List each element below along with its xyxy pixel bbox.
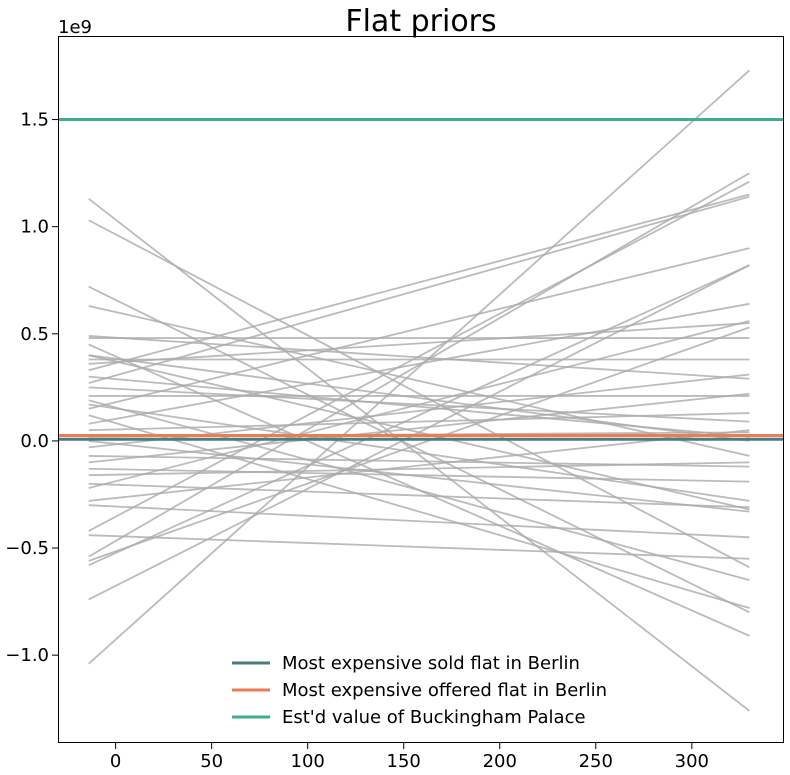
- legend-label: Most expensive sold flat in Berlin: [282, 653, 580, 674]
- chart-title: Flat priors: [345, 4, 496, 39]
- prior-line-36: [88, 429, 750, 502]
- plot-frame: [58, 36, 784, 743]
- reference-lines: [58, 118, 784, 441]
- prior-line-18: [88, 247, 750, 410]
- x-tick-label: 300: [675, 751, 709, 772]
- prior-line-22: [88, 440, 750, 513]
- legend-label: Most expensive offered flat in Berlin: [282, 680, 607, 701]
- prior-lines: [88, 69, 751, 712]
- prior-line-4: [88, 285, 750, 614]
- prior-line-10: [88, 354, 750, 511]
- y-tick-label: 0.5: [20, 324, 49, 345]
- prior-line-34: [88, 264, 750, 566]
- prior-line-31: [88, 534, 750, 560]
- prior-line-28: [88, 320, 750, 489]
- x-tick-label: 150: [387, 751, 421, 772]
- prior-line-17: [88, 399, 750, 582]
- prior-line-7: [88, 335, 750, 380]
- y-tick-label: 0.0: [20, 431, 49, 452]
- x-tick-label: 100: [291, 751, 325, 772]
- x-tick-label: 200: [483, 751, 517, 772]
- legend: Most expensive sold flat in Berlin Most e…: [232, 653, 607, 728]
- prior-line-35: [88, 354, 750, 442]
- prior-line-39: [88, 467, 750, 483]
- prior-line-33: [88, 326, 750, 562]
- y-tick-label: 1.5: [20, 110, 49, 131]
- prior-line-13: [88, 193, 750, 372]
- prior-line-19: [88, 414, 750, 609]
- y-axis: −1.0 −0.5 0.0 0.5 1.0 1.5: [5, 110, 58, 666]
- x-tick-label: 50: [200, 751, 223, 772]
- prior-line-27: [88, 482, 750, 509]
- prior-line-12: [88, 322, 750, 365]
- prior-line-32: [88, 172, 750, 558]
- x-tick-label: 250: [579, 751, 613, 772]
- prior-line-30: [88, 180, 750, 532]
- legend-label: Est'd value of Buckingham Palace: [282, 707, 586, 728]
- prior-line-29: [88, 504, 750, 539]
- prior-line-5: [88, 305, 750, 457]
- y-tick-label: −0.5: [5, 538, 49, 559]
- prior-line-21: [88, 412, 750, 432]
- y-axis-offset-label: 1e9: [58, 17, 92, 38]
- prior-line-2: [88, 198, 750, 712]
- y-tick-label: 1.0: [20, 217, 49, 238]
- x-tick-label: 0: [110, 751, 121, 772]
- prior-line-1: [88, 69, 751, 665]
- prior-line-3: [88, 219, 750, 569]
- x-axis: 0 50 100 150 200 250 300: [110, 743, 709, 772]
- y-tick-label: −1.0: [5, 645, 49, 666]
- prior-line-37: [88, 195, 750, 384]
- prior-line-38: [88, 403, 750, 502]
- prior-line-25: [88, 392, 750, 464]
- prior-line-26: [88, 461, 750, 477]
- prior-line-20: [88, 302, 750, 425]
